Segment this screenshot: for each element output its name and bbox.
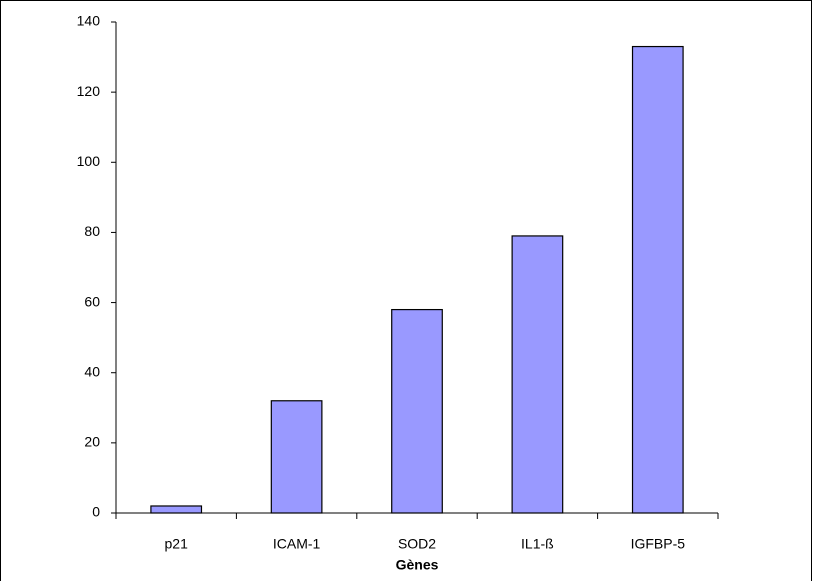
y-tick-label: 100 [77, 153, 101, 169]
bar [270, 400, 323, 514]
y-tick-label: 40 [84, 363, 100, 379]
x-tick-label: IGFBP-5 [631, 536, 686, 552]
y-tick-label: 80 [84, 223, 100, 239]
y-tick-label: 0 [92, 504, 100, 520]
y-tick-label: 140 [77, 13, 101, 29]
y-tick-label: 120 [77, 83, 101, 99]
x-tick-label: IL1-ß [521, 536, 554, 552]
y-tick-label: 60 [84, 293, 100, 309]
y-tick-label: 20 [84, 434, 100, 450]
x-tick-label: p21 [165, 536, 189, 552]
x-tick-label: ICAM-1 [273, 536, 321, 552]
bar [631, 45, 684, 514]
x-axis-title: Gènes [396, 557, 439, 573]
bar [391, 308, 443, 514]
bar [511, 235, 564, 514]
bar [150, 505, 203, 514]
x-tick-label: SOD2 [398, 536, 436, 552]
